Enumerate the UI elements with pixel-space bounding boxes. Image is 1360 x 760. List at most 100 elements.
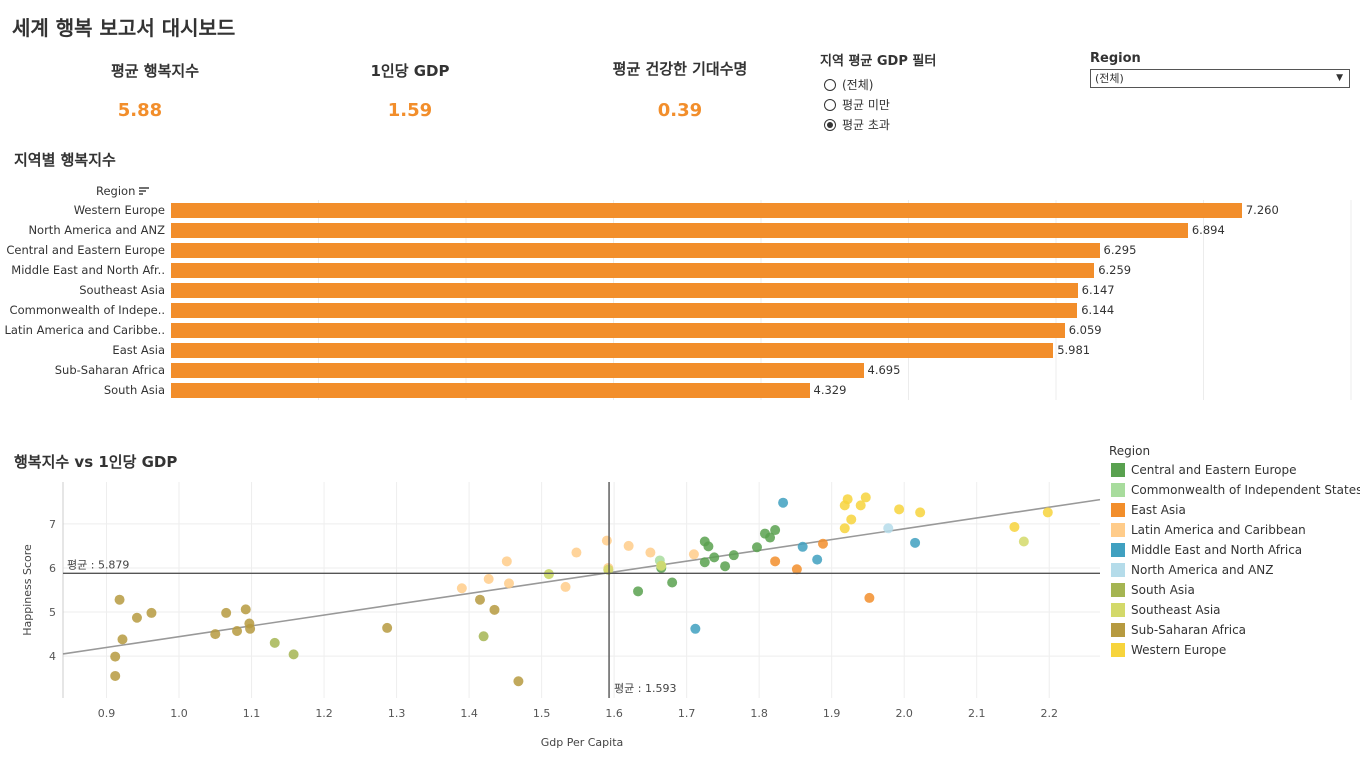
scatter-point[interactable] [812, 554, 823, 565]
scatter-point[interactable] [778, 497, 789, 508]
scatter-point[interactable] [489, 604, 500, 615]
y-axis-title: Happiness Score [21, 544, 34, 636]
scatter-point[interactable] [842, 494, 853, 505]
scatter-point[interactable] [245, 623, 256, 634]
scatter-point[interactable] [146, 607, 157, 618]
scatter-point[interactable] [703, 541, 714, 552]
scatter-point[interactable] [688, 549, 699, 560]
legend-item[interactable]: South Asia [1111, 583, 1195, 597]
scatter-point[interactable] [883, 523, 894, 534]
scatter-point[interactable] [601, 535, 612, 546]
scatter-point[interactable] [791, 564, 802, 575]
legend-swatch [1111, 603, 1125, 617]
scatter-point[interactable] [382, 622, 393, 633]
scatter-point[interactable] [210, 629, 221, 640]
legend-item[interactable]: Middle East and North Africa [1111, 543, 1302, 557]
bar-value-label: 6.894 [1191, 223, 1225, 237]
scatter-point[interactable] [623, 540, 634, 551]
scatter-point[interactable] [864, 592, 875, 603]
legend-item[interactable]: Southeast Asia [1111, 603, 1221, 617]
scatter-point[interactable] [751, 542, 762, 553]
sort-icon[interactable] [138, 186, 150, 196]
scatter-point[interactable] [483, 573, 494, 584]
radio-icon[interactable] [824, 78, 836, 91]
scatter-point[interactable] [560, 581, 571, 592]
scatter-point[interactable] [603, 564, 614, 575]
region-dropdown-value: (전체) [1095, 72, 1124, 85]
scatter-point[interactable] [860, 492, 871, 503]
legend-item[interactable]: Western Europe [1111, 643, 1226, 657]
scatter-point[interactable] [797, 541, 808, 552]
bar[interactable] [171, 343, 1054, 358]
region-dropdown[interactable]: (전체) ▼ [1090, 69, 1350, 88]
scatter-point[interactable] [894, 504, 905, 515]
scatter-point[interactable] [846, 514, 857, 525]
scatter-point[interactable] [765, 532, 776, 543]
gdp-filter-option-all[interactable]: (전체) [824, 76, 873, 93]
legend-item[interactable]: North America and ANZ [1111, 563, 1274, 577]
scatter-point[interactable] [770, 525, 781, 536]
scatter-point[interactable] [114, 594, 125, 605]
scatter-point[interactable] [910, 537, 921, 548]
legend-item[interactable]: Central and Eastern Europe [1111, 463, 1297, 477]
radio-selected-icon[interactable] [824, 118, 836, 131]
y-tick-label: 6 [49, 562, 56, 575]
scatter-point[interactable] [269, 637, 280, 648]
scatter-point[interactable] [131, 612, 142, 623]
legend-item[interactable]: Latin America and Caribbean [1111, 523, 1306, 537]
scatter-point[interactable] [478, 631, 489, 642]
scatter-point[interactable] [110, 670, 121, 681]
scatter-point[interactable] [770, 556, 781, 567]
bar[interactable] [171, 383, 810, 398]
bar-value-label: 6.295 [1103, 243, 1137, 257]
scatter-point[interactable] [656, 560, 667, 571]
legend-item[interactable]: Sub-Saharan Africa [1111, 623, 1246, 637]
bar[interactable] [171, 303, 1078, 318]
scatter-point[interactable] [571, 547, 582, 558]
legend-item[interactable]: Commonwealth of Independent States [1111, 483, 1360, 497]
bar-category-label: East Asia [112, 343, 165, 357]
legend-item[interactable]: East Asia [1111, 503, 1186, 517]
scatter-point[interactable] [645, 547, 656, 558]
scatter-point[interactable] [667, 577, 678, 588]
scatter-point[interactable] [690, 623, 701, 634]
scatter-point[interactable] [699, 557, 710, 568]
scatter-point[interactable] [1042, 507, 1053, 518]
bar[interactable] [171, 203, 1242, 218]
scatter-point[interactable] [855, 500, 866, 511]
bar-chart-axis-header[interactable]: Region [96, 184, 150, 198]
scatter-point[interactable] [728, 550, 739, 561]
chevron-down-icon[interactable]: ▼ [1336, 73, 1343, 83]
scatter-point[interactable] [633, 586, 644, 597]
scatter-point[interactable] [221, 607, 232, 618]
bar[interactable] [171, 323, 1065, 338]
scatter-point[interactable] [456, 583, 467, 594]
scatter-point[interactable] [117, 634, 128, 645]
scatter-point[interactable] [474, 594, 485, 605]
bar[interactable] [171, 283, 1078, 298]
x-tick-label: 1.4 [460, 707, 478, 720]
scatter-point[interactable] [709, 552, 720, 563]
scatter-point[interactable] [1009, 521, 1020, 532]
bar[interactable] [171, 363, 864, 378]
scatter-point[interactable] [513, 676, 524, 687]
scatter-point[interactable] [288, 649, 299, 660]
gdp-filter-option-above[interactable]: 평균 초과 [824, 116, 890, 133]
radio-icon[interactable] [824, 98, 836, 111]
scatter-point[interactable] [720, 561, 731, 572]
scatter-point[interactable] [1018, 536, 1029, 547]
scatter-point[interactable] [110, 651, 121, 662]
bar[interactable] [171, 223, 1188, 238]
scatter-point[interactable] [543, 569, 554, 580]
scatter-point[interactable] [817, 538, 828, 549]
gdp-filter-option-below[interactable]: 평균 미만 [824, 96, 890, 113]
bar[interactable] [171, 243, 1100, 258]
scatter-point[interactable] [503, 578, 514, 589]
scatter-point[interactable] [501, 556, 512, 567]
bar[interactable] [171, 263, 1095, 278]
scatter-point[interactable] [232, 625, 243, 636]
scatter-point[interactable] [915, 507, 926, 518]
scatter-point[interactable] [240, 604, 251, 615]
kpi-life-expectancy-value: 0.39 [657, 100, 703, 121]
scatter-point[interactable] [839, 523, 850, 534]
